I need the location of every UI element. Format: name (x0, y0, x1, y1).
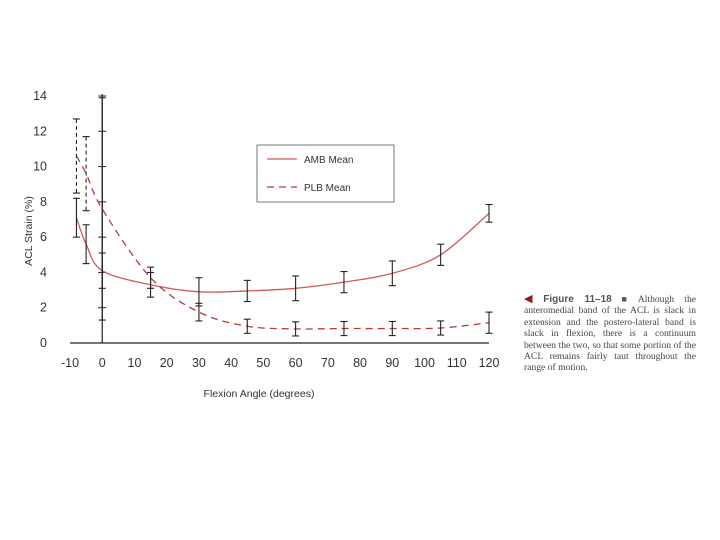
figure-caption: ◀ Figure 11–18 ■ Although the anteromedial … (524, 293, 697, 374)
legend: AMB Mean PLB Mean (256, 144, 395, 203)
x-tick-label: 70 (321, 356, 335, 370)
legend-box (256, 144, 395, 203)
y-tick-label: 2 (40, 301, 47, 315)
x-tick-label: 0 (99, 356, 106, 370)
x-tick-label: 30 (192, 356, 206, 370)
legend-label-plb: PLB Mean (304, 183, 351, 194)
y-axis-title: ACL Strain (%) (23, 196, 35, 266)
x-tick-label: 100 (414, 356, 435, 370)
caption-text: Although the anteromedial band of the AC… (524, 294, 697, 374)
x-tick-label: 60 (289, 356, 303, 370)
y-tick-label: 6 (40, 230, 47, 244)
y-tick-label: 12 (33, 124, 47, 138)
y-tick-label: 14 (33, 89, 47, 103)
x-tick-label: 80 (353, 356, 367, 370)
x-tick-label: 90 (385, 356, 399, 370)
x-tick-label: 20 (160, 356, 174, 370)
y-tick-label: 8 (40, 195, 47, 209)
y-tick-label: 4 (40, 265, 47, 279)
x-tick-label: 110 (447, 356, 467, 370)
x-tick-label: 120 (479, 356, 500, 370)
series-layer (72, 97, 493, 337)
x-tick-label: 10 (128, 356, 142, 370)
amb-mean-line (75, 212, 490, 293)
x-axis-title: Flexion Angle (degrees) (204, 388, 315, 400)
x-tick-label: 40 (224, 356, 238, 370)
y-tick-label: 10 (33, 160, 47, 174)
legend-label-amb: AMB Mean (304, 155, 353, 166)
caption-figure-label: Figure 11–18 (543, 294, 612, 305)
x-tick-label: -10 (61, 356, 79, 370)
caption-separator: ■ (613, 294, 635, 304)
y-tick-label: 0 (40, 336, 47, 350)
x-tick-label: 50 (256, 356, 270, 370)
axes-layer: -10 0 10 20 30 40 50 60 70 80 90 100 110 120 0 2 4 6 8 10 12… (33, 89, 499, 370)
caption-arrow-icon: ◀ (524, 293, 541, 305)
